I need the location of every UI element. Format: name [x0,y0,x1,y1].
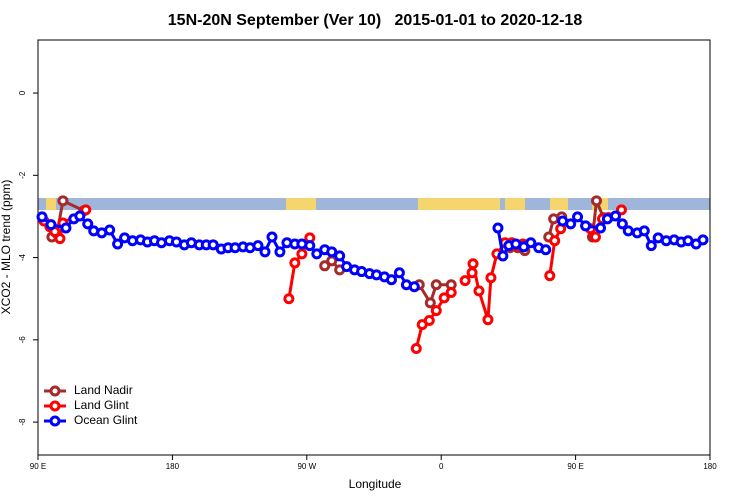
y-tick-label: -8 [18,418,27,426]
point [591,195,603,207]
point [296,248,308,260]
point [319,260,331,272]
y-axis-label: XCO2 - MLO trend (ppm) [0,180,13,315]
series-line [42,208,623,349]
point [207,239,219,251]
point [57,195,69,207]
ocean-band [38,198,710,210]
point [326,246,338,258]
point [622,225,634,237]
point [615,204,627,216]
point [54,233,66,245]
point [438,292,450,304]
x-tick-label: 90 E [567,462,583,471]
legend-label: Land Nadir [74,383,133,397]
land-patch [286,198,316,210]
y-tick-label: -2 [18,171,27,179]
point [252,240,264,252]
point [544,270,556,282]
point [311,248,323,260]
point [645,240,657,252]
point [609,210,621,222]
x-tick-label: 0 [439,462,444,471]
x-tick-label: 90 W [297,462,316,471]
x-tick-label: 180 [166,462,180,471]
point [589,231,601,243]
point [385,274,397,286]
point [492,222,504,234]
land-patch [418,198,500,210]
point [616,218,628,230]
point [540,244,552,256]
chart-title: 15N-20N September (Ver 10) 2015-01-01 to… [168,12,583,29]
point [334,250,346,262]
point [430,279,442,291]
land-patch [505,198,525,210]
map-strip [38,198,710,210]
x-axis-label: Longitude [349,477,402,491]
point [283,293,295,305]
point [326,255,338,267]
land-patch [46,198,56,210]
legend-label: Ocean Glint [74,413,138,427]
legend-marker [49,415,61,427]
point [74,210,86,222]
point [82,218,94,230]
point [104,224,116,236]
point [445,287,457,299]
point [580,220,592,232]
land-patch [550,198,568,210]
point [638,225,650,237]
legend-marker [49,400,61,412]
point [595,222,607,234]
point [259,246,271,258]
point [572,211,584,223]
legend-label: Land Glint [74,398,129,412]
point [45,219,57,231]
point [459,275,471,287]
point [423,315,435,327]
point [410,342,422,354]
point [565,218,577,230]
point [393,267,405,279]
point [549,235,561,247]
y-tick-label: -6 [18,336,27,344]
point [112,238,124,250]
point [60,222,72,234]
point [36,211,48,223]
legend-marker [49,385,61,397]
point [304,240,316,252]
point [467,258,479,270]
point [497,250,509,262]
point [697,234,709,246]
point [408,281,420,293]
point [424,297,436,309]
point [485,272,497,284]
point [274,246,286,258]
point [266,231,278,243]
point [473,285,485,297]
y-tick-label: 0 [18,90,27,95]
point [80,204,92,216]
point [430,305,442,317]
x-tick-label: 180 [703,462,717,471]
point [482,314,494,326]
x-tick-label: 90 E [30,462,46,471]
point [466,267,478,279]
y-tick-label: -4 [18,253,27,261]
point [525,237,537,249]
plot-frame [37,39,711,456]
point [289,257,301,269]
